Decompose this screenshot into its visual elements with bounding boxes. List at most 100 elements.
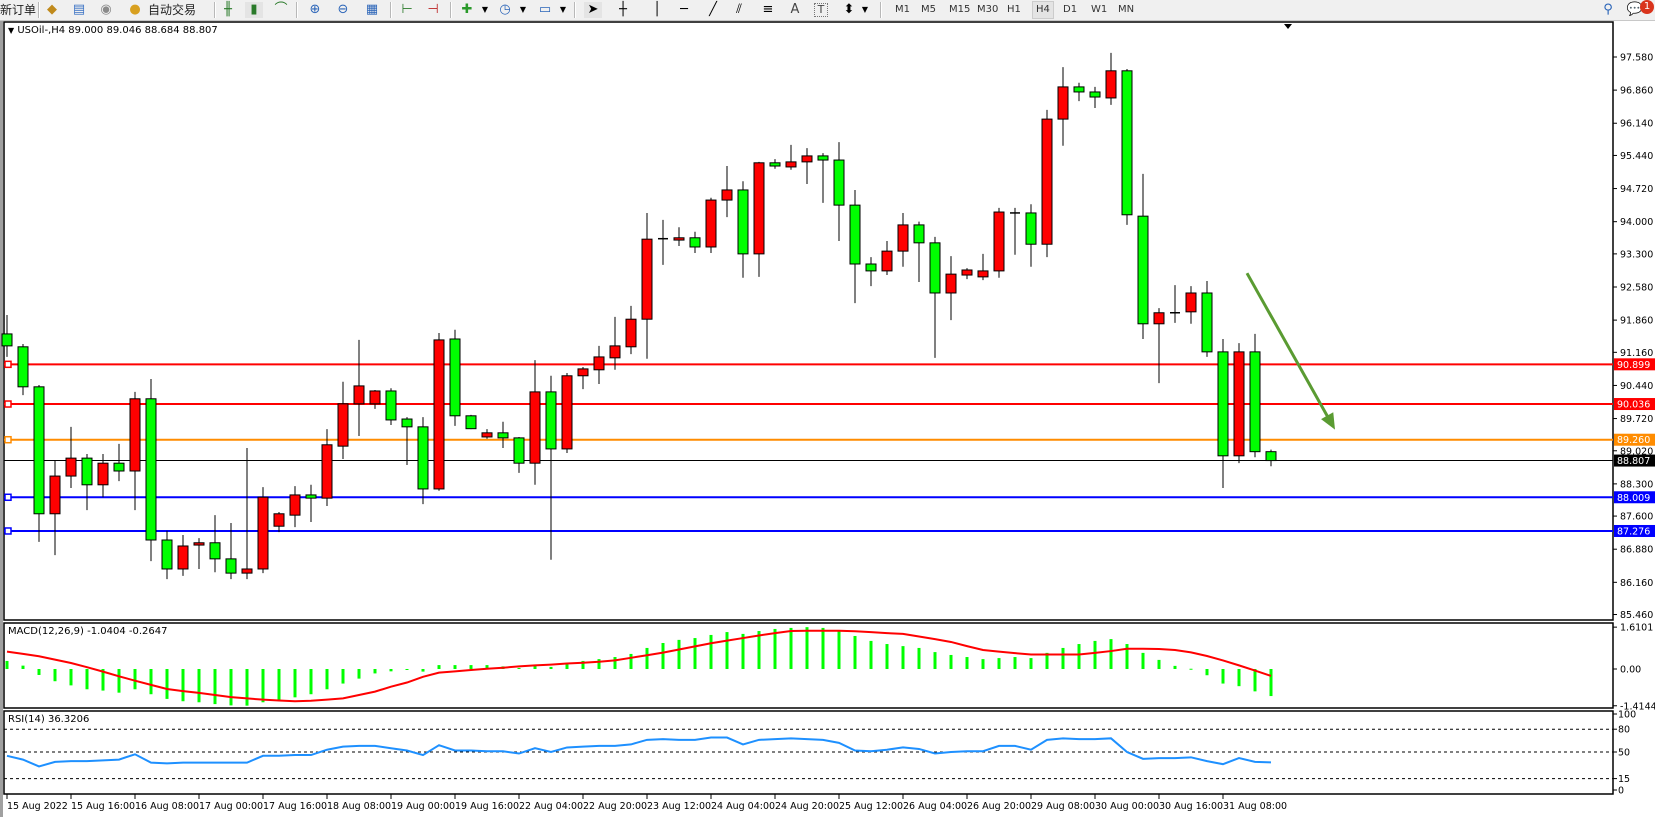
new-order-button[interactable]: 新订单 bbox=[0, 3, 37, 17]
time-tick-label: 30 Aug 00:00 bbox=[1095, 801, 1159, 812]
toolbar: 新订单 ◆ ▤ ◉ ● 自动交易 ╫ ▮ ⌒ ⊕ ⊖ ▦ ⊢ ⊣ ✚ ▼ ◷ ▼… bbox=[0, 0, 1655, 21]
equidistant-channel-icon[interactable]: ⫽ bbox=[736, 2, 742, 17]
vertical-line-icon[interactable]: │ bbox=[653, 2, 661, 17]
candle-bull bbox=[1057, 86, 1069, 120]
candle-bull bbox=[1233, 351, 1245, 457]
line-anchor-handle[interactable] bbox=[4, 435, 12, 444]
price-tick-label: 90.440 bbox=[1620, 381, 1653, 392]
dropdown-arrow-icon[interactable]: ▼ bbox=[481, 5, 489, 14]
toolbar-separator bbox=[296, 2, 298, 18]
macd-histogram-bar bbox=[213, 669, 217, 705]
chart-shift-icon[interactable]: ⊢ bbox=[401, 2, 413, 17]
fibonacci-icon[interactable]: ≡ bbox=[762, 2, 774, 17]
candlestick-icon[interactable]: ▮ bbox=[245, 2, 263, 18]
tile-windows-icon[interactable]: ▦ bbox=[365, 2, 379, 17]
price-tick-label: 96.140 bbox=[1620, 119, 1653, 130]
macd-histogram-bar bbox=[629, 653, 633, 669]
time-tick-label: 24 Aug 20:00 bbox=[775, 801, 839, 812]
line-chart-icon[interactable]: ⌒ bbox=[274, 2, 288, 17]
candle-bull bbox=[481, 432, 493, 438]
timeframe-m30[interactable]: M30 bbox=[977, 4, 999, 15]
cursor-icon[interactable]: ➤ bbox=[584, 2, 602, 18]
timeframe-m15[interactable]: M15 bbox=[949, 4, 971, 15]
rsi-label: RSI(14) 36.3206 bbox=[8, 714, 90, 725]
zoom-in-icon[interactable]: ⊕ bbox=[309, 2, 321, 17]
price-line-label-box bbox=[1614, 398, 1655, 411]
timeframe-m1[interactable]: M1 bbox=[895, 4, 910, 15]
trendline-icon[interactable]: ╱ bbox=[709, 2, 717, 17]
horizontal-line-icon[interactable]: ─ bbox=[680, 2, 688, 17]
dropdown-arrow-icon[interactable]: ▼ bbox=[519, 5, 527, 14]
auto-trading-button[interactable]: 自动交易 bbox=[148, 3, 197, 17]
price-tick-label: 86.880 bbox=[1620, 545, 1653, 556]
toolbar-separator bbox=[450, 2, 452, 18]
line-anchor-handle[interactable] bbox=[4, 493, 12, 502]
line-anchor-handle[interactable] bbox=[4, 400, 12, 408]
bar-chart-icon[interactable]: ╫ bbox=[224, 2, 232, 17]
macd-histogram-bar bbox=[485, 665, 489, 669]
macd-histogram-bar bbox=[261, 669, 265, 703]
macd-histogram-bar bbox=[325, 669, 329, 690]
chart-menu-triangle-icon[interactable]: ▼ bbox=[8, 26, 15, 35]
navigator-icon[interactable]: ▤ bbox=[72, 2, 86, 17]
search-icon[interactable]: ⚲ bbox=[1603, 2, 1613, 17]
autoscroll-icon[interactable]: ⊣ bbox=[427, 2, 439, 17]
timeframe-h4[interactable]: H4 bbox=[1032, 1, 1054, 19]
auto-trading-icon[interactable]: ● bbox=[129, 2, 141, 17]
timeframe-mn[interactable]: MN bbox=[1118, 4, 1135, 15]
arrows-icon[interactable]: ⬍ bbox=[843, 2, 855, 17]
timeframe-h1[interactable]: H1 bbox=[1007, 4, 1021, 15]
macd-histogram-bar bbox=[1237, 669, 1241, 687]
candle-bear bbox=[545, 391, 557, 450]
text-label-icon[interactable]: T bbox=[814, 3, 828, 17]
candle-bull bbox=[897, 224, 909, 252]
zoom-out-icon[interactable]: ⊖ bbox=[337, 2, 349, 17]
indicators-icon[interactable]: ✚ bbox=[461, 2, 473, 17]
dropdown-arrow-icon[interactable]: ▼ bbox=[559, 5, 567, 14]
time-tick-label: 30 Aug 16:00 bbox=[1159, 801, 1223, 812]
macd-histogram-bar bbox=[1077, 644, 1081, 669]
timeframe-w1[interactable]: W1 bbox=[1091, 4, 1108, 15]
rsi-tick-label: 80 bbox=[1618, 725, 1630, 736]
crosshair-icon[interactable]: ┼ bbox=[619, 2, 627, 17]
macd-histogram-bar bbox=[597, 659, 601, 669]
candle-bull bbox=[1041, 118, 1053, 245]
line-anchor-handle[interactable] bbox=[4, 360, 12, 369]
price-line-label: 89.260 bbox=[1617, 435, 1650, 446]
candle-bull bbox=[561, 375, 573, 450]
candle-bull bbox=[1105, 70, 1117, 99]
time-tick-label: 26 Aug 20:00 bbox=[967, 801, 1031, 812]
candle-bull bbox=[881, 250, 893, 272]
macd-histogram-bar bbox=[901, 646, 905, 669]
candle-bull bbox=[177, 545, 189, 570]
price-line-label: 90.036 bbox=[1617, 400, 1650, 411]
candle-bear bbox=[417, 426, 429, 490]
time-tick-label: 22 Aug 20:00 bbox=[583, 801, 647, 812]
candle-bull bbox=[673, 237, 685, 241]
price-tick-label: 89.020 bbox=[1620, 446, 1653, 457]
templates-icon[interactable]: ▭ bbox=[538, 2, 552, 17]
timeframe-m5[interactable]: M5 bbox=[921, 4, 936, 15]
candle-bear bbox=[305, 494, 317, 499]
macd-histogram-bar bbox=[741, 633, 745, 669]
candle-bull bbox=[625, 318, 637, 348]
line-anchor-handle[interactable] bbox=[4, 527, 12, 535]
trend-arrow[interactable] bbox=[1245, 272, 1335, 430]
chart-shift-marker[interactable] bbox=[1284, 24, 1292, 29]
messages-icon[interactable]: 💬 bbox=[1626, 2, 1644, 17]
candle-bull bbox=[433, 339, 445, 490]
macd-histogram-bar bbox=[453, 665, 457, 669]
periods-icon[interactable]: ◷ bbox=[499, 2, 511, 17]
candle-bull bbox=[641, 238, 653, 320]
signals-icon[interactable]: ◉ bbox=[100, 2, 112, 17]
timeframe-d1[interactable]: D1 bbox=[1063, 4, 1078, 15]
notification-badge[interactable]: 1 bbox=[1640, 0, 1654, 14]
macd-histogram-bar bbox=[101, 669, 105, 691]
market-watch-icon[interactable]: ◆ bbox=[47, 2, 57, 17]
dropdown-arrow-icon[interactable]: ▼ bbox=[861, 5, 869, 14]
macd-histogram-bar bbox=[293, 669, 297, 698]
candle-bull bbox=[129, 398, 141, 472]
text-icon[interactable]: A bbox=[790, 2, 800, 17]
macd-histogram-bar bbox=[805, 627, 809, 669]
